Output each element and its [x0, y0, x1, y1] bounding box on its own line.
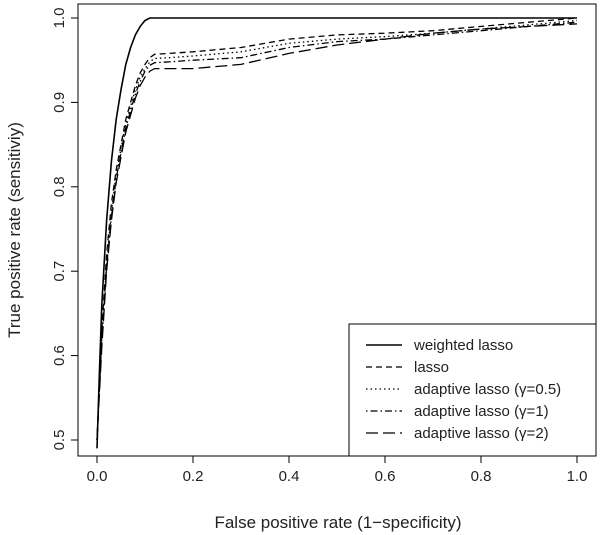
- series-lines: [96, 17, 578, 449]
- y-tick-label: 0.5: [51, 430, 68, 451]
- plot-box: [77, 3, 597, 457]
- legend-label-4: adaptive lasso (γ=2): [414, 425, 549, 442]
- x-tick-label: 0.6: [375, 468, 396, 485]
- legend-label-2: adaptive lasso (γ=0.5): [414, 381, 561, 398]
- y-tick-label: 1.0: [51, 8, 68, 29]
- legend-label-1: lasso: [414, 359, 449, 376]
- x-tick-label: 0.8: [471, 468, 492, 485]
- y-tick-label: 0.7: [51, 261, 68, 282]
- x-tick-label: 0.2: [183, 468, 204, 485]
- x-axis-title: False positive rate (1−specificity): [214, 513, 461, 532]
- y-tick-label: 0.9: [51, 92, 68, 113]
- y-tick-label: 0.8: [51, 176, 68, 197]
- legend-label-3: adaptive lasso (γ=1): [414, 403, 549, 420]
- axis-ticks: 0.0 0.2 0.4 0.6 0.8 1.0 0.5 0.6 0.7 0.8 0.9 1.0: [51, 8, 587, 485]
- y-axis-title: True positive rate (sensitiviy): [5, 122, 24, 338]
- x-tick-label: 0.0: [87, 468, 108, 485]
- series-line-4: [96, 23, 578, 441]
- x-tick-label: 1.0: [567, 468, 588, 485]
- series-line-1: [96, 17, 578, 441]
- x-tick-label: 0.4: [279, 468, 300, 485]
- series-line-0: [96, 17, 577, 449]
- y-tick-label: 0.6: [51, 345, 68, 366]
- legend: weighted lasso lasso adaptive lasso (γ=0.5…: [348, 323, 597, 457]
- legend-label-0: weighted lasso: [413, 337, 513, 354]
- legend-box: [348, 323, 597, 457]
- legend-items: weighted lasso lasso adaptive lasso (γ=0.5…: [366, 337, 561, 442]
